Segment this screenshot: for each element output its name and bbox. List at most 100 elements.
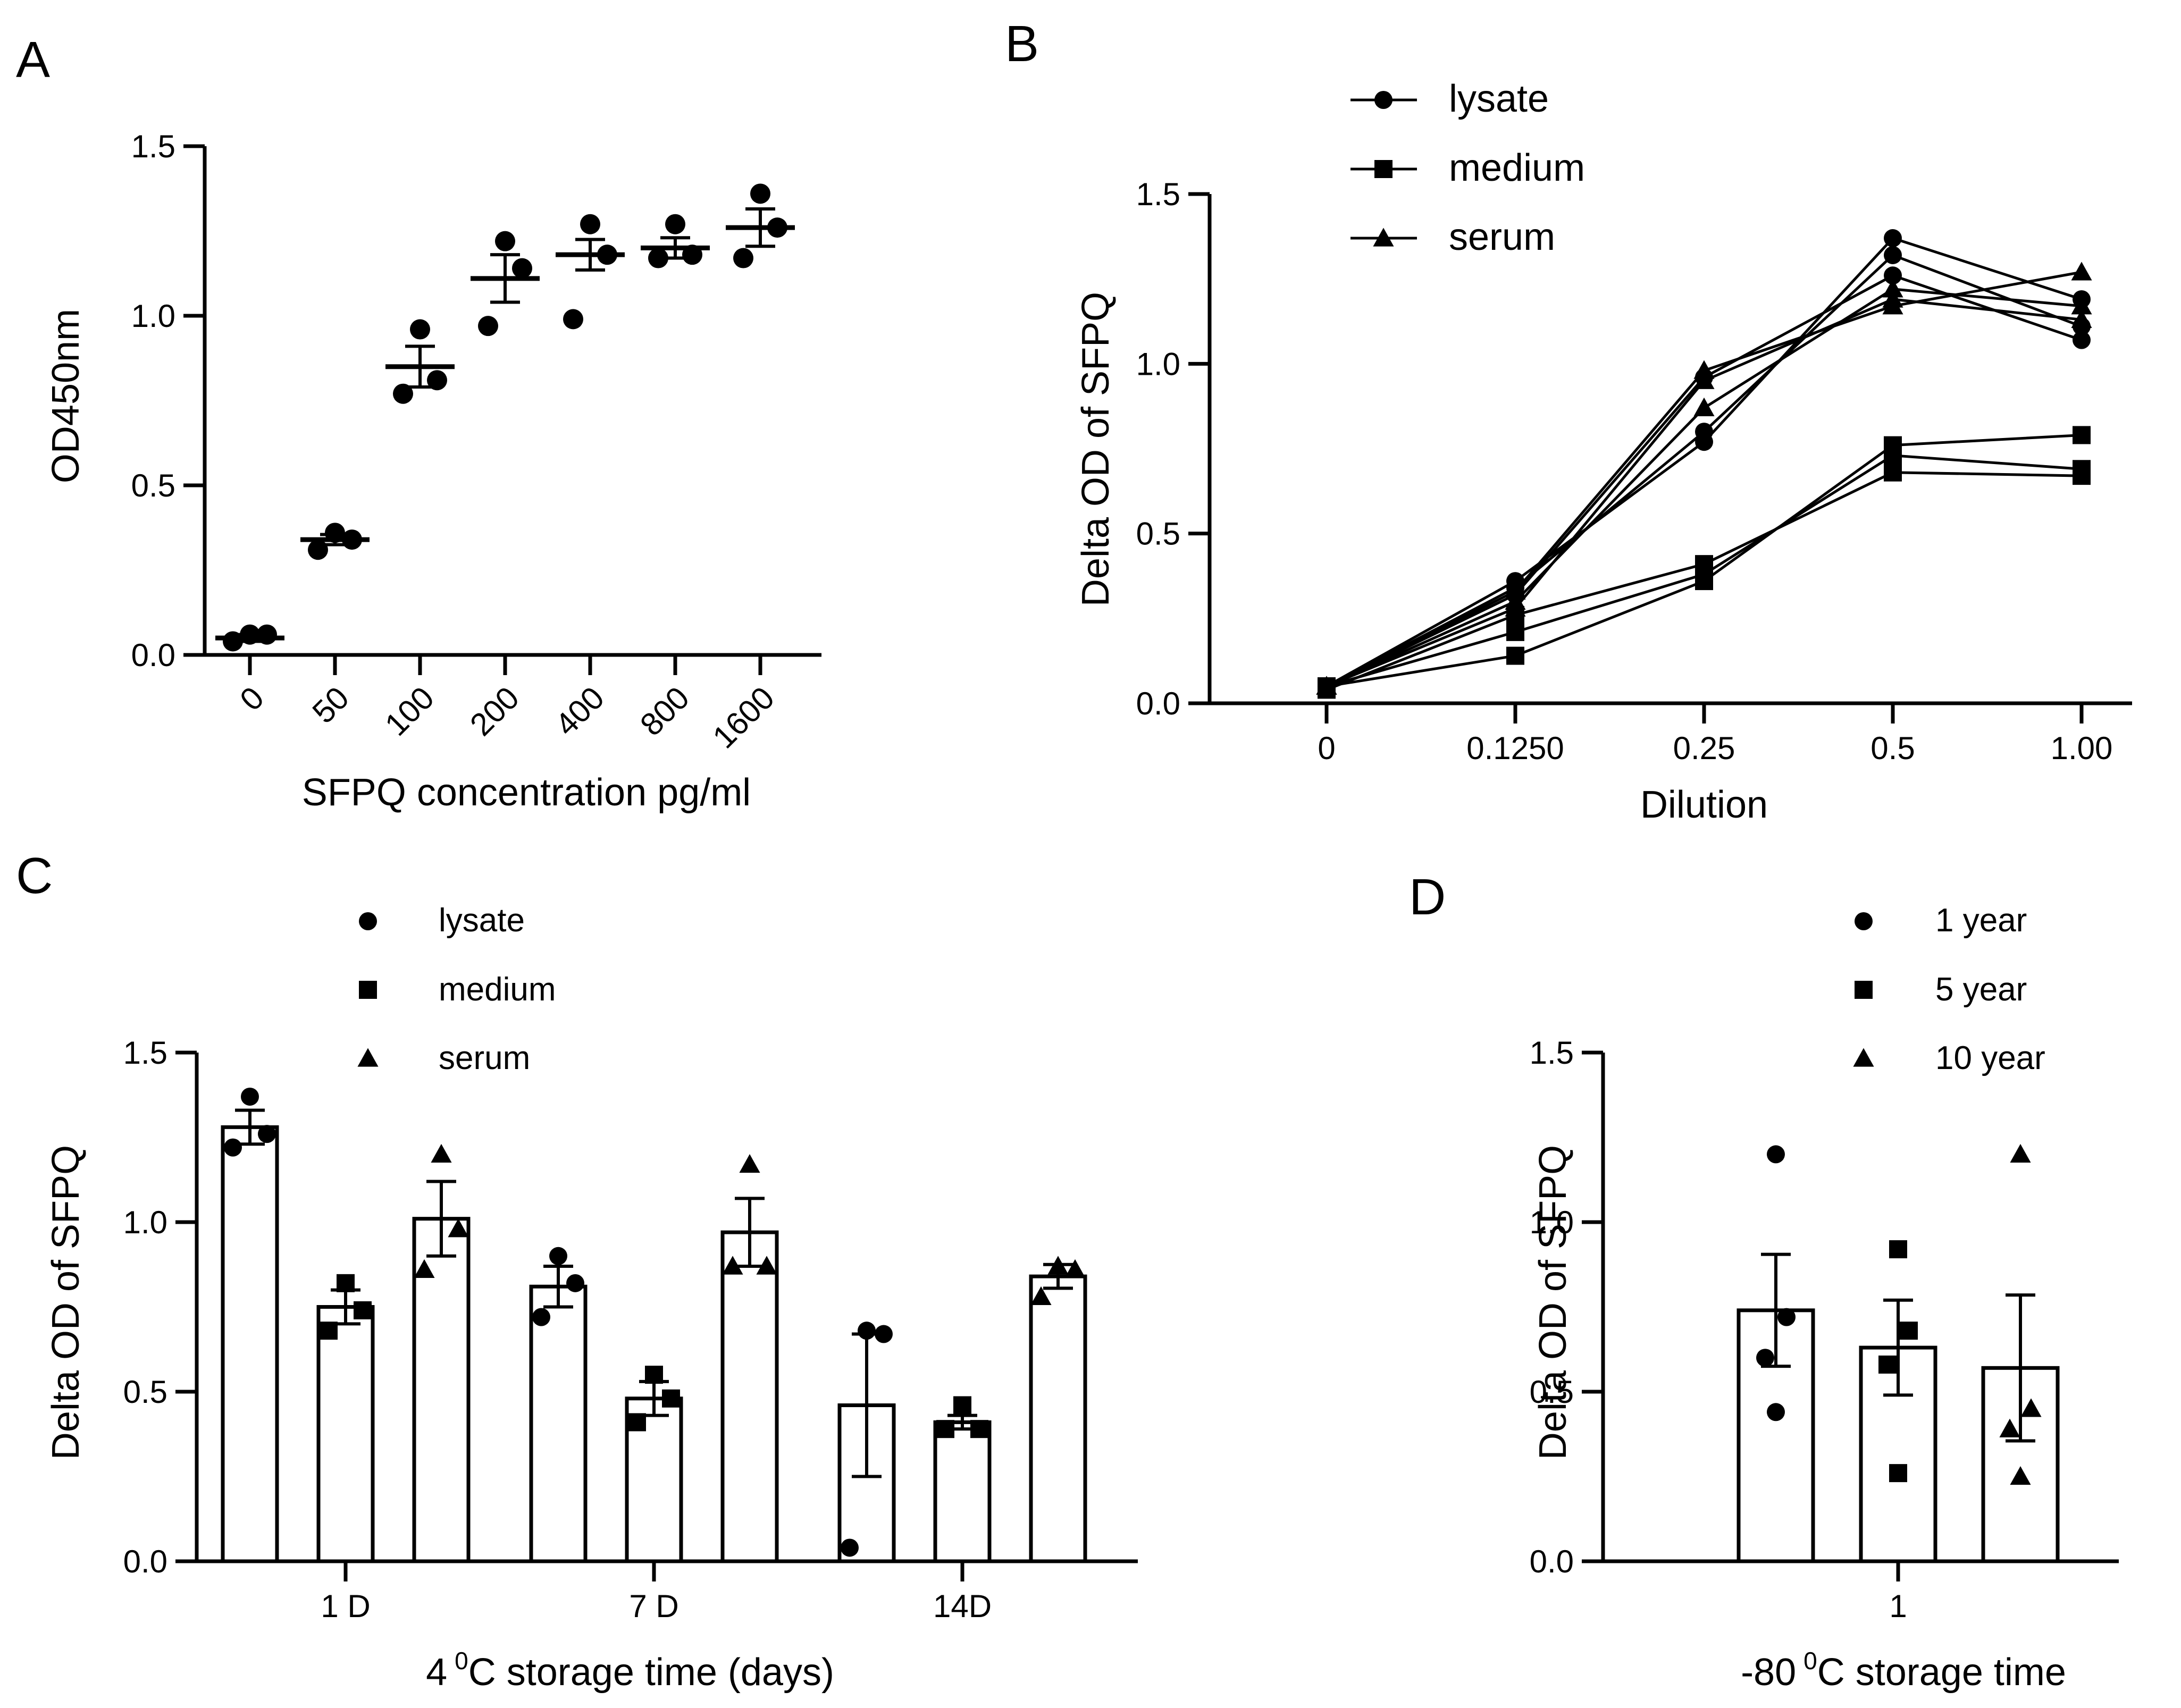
panel-d-ytick-label: 0.0 — [1530, 1544, 1574, 1579]
panel-a-ytick-label: 1.0 — [131, 298, 175, 334]
panel-c-point-lysate — [549, 1247, 567, 1265]
panel-c-point-lysate — [258, 1125, 276, 1143]
panel-c-point-serum — [448, 1218, 469, 1238]
panel-d-legend-marker-10-year — [1853, 1048, 1874, 1067]
panel-b-ytick-label: 0.5 — [1136, 516, 1180, 552]
panel-d-legend-label-1-year: 1 year — [1935, 902, 2027, 939]
panel-c-bar-lysate — [221, 1125, 279, 1563]
panel-c-point-medium — [662, 1389, 680, 1408]
panel-b-point-medium — [1506, 646, 1524, 665]
panel-d-point-5 year — [1878, 1355, 1897, 1374]
panel-b-point-serum — [1693, 397, 1715, 416]
panel-b-point-lysate — [1695, 423, 1713, 441]
panel-a-point — [478, 316, 498, 336]
panel-a-point — [495, 231, 515, 251]
panel-b-point-medium — [1506, 622, 1524, 641]
panel-d-xlabel-degree: 0 — [1803, 1647, 1817, 1675]
panel-b-legend-marker-medium — [1374, 160, 1393, 178]
panel-a-ytick-label: 1.5 — [131, 129, 175, 164]
panel-letter-b: B — [1005, 15, 1039, 72]
panel-letter-c: C — [16, 847, 53, 904]
panel-c-xtick-label: 14D — [933, 1588, 992, 1624]
panel-d-marks: 0.0 0.5 1.0 1.5 1 — [1530, 1035, 2119, 1624]
panel-b-point-medium — [1884, 446, 1902, 465]
panel-c-point-serum — [414, 1259, 435, 1278]
panel-d-point-1 year — [1777, 1308, 1796, 1326]
panel-a-point — [648, 248, 668, 268]
panel-d-xlabel-prefix: -80 — [1741, 1651, 1796, 1694]
panel-d-ylabel: Delta OD of SFPQ — [1532, 1145, 1574, 1460]
panel-c-point-lysate — [875, 1325, 893, 1343]
panel-c-point-medium — [320, 1322, 338, 1340]
panel-c-ylabel: Delta OD of SFPQ — [45, 1145, 87, 1460]
panel-c-marks: 0.0 0.5 1.0 1.5 1 D 7 D 14D — [123, 1035, 1138, 1624]
panel-b-point-lysate — [1884, 246, 1902, 264]
panel-a-ylabel: OD450nm — [45, 309, 87, 483]
panel-b-point-lysate — [1884, 229, 1902, 248]
panel-d-legend-marker-5-year — [1855, 981, 1873, 999]
panel-c-point-lysate — [532, 1308, 550, 1326]
panel-b-point-medium — [2073, 426, 2091, 444]
panel-c-point-lysate — [566, 1274, 584, 1292]
panel-d-point-1 year — [1767, 1403, 1785, 1421]
panel-c-ytick-label: 1.0 — [123, 1205, 167, 1240]
panel-d-legend-label-10-year: 10 year — [1935, 1040, 2045, 1076]
panel-b-point-serum — [1505, 598, 1526, 617]
panel-b-ylabel: Delta OD of SFPQ — [1075, 292, 1117, 607]
panel-c-point-medium — [354, 1301, 372, 1319]
panel-b-xtick-label: 1.00 — [2051, 730, 2113, 766]
panel-c-legend-marker-serum — [357, 1048, 379, 1067]
panel-d-point-5 year — [1900, 1322, 1918, 1340]
panel-d-xlabel: -80 0C storage time — [1741, 1647, 2066, 1694]
panel-b-xtick-label: 0.1250 — [1466, 730, 1564, 766]
panel-c-xtick-label: 1 D — [321, 1588, 370, 1624]
panel-a-xlabel: SFPQ concentration pg/ml — [302, 771, 751, 814]
panel-b-marks: 0.0 0.5 1.0 1.5 0 0.1250 0.25 0.5 1.00 — [1136, 176, 2132, 766]
panel-c-ytick-label: 1.5 — [123, 1035, 167, 1071]
panel-b-xtick-label: 0.5 — [1870, 730, 1915, 766]
panel-a-point — [308, 540, 328, 560]
panel-c-point-medium — [645, 1366, 663, 1384]
panel-b-ytick-label: 0.0 — [1136, 686, 1180, 721]
panel-b-legend-label-serum: serum — [1449, 216, 1555, 258]
panel-d-point-1 year — [1756, 1349, 1774, 1367]
panel-b-point-serum — [2071, 309, 2092, 328]
panel-c-ytick-label: 0.5 — [123, 1374, 167, 1410]
panel-b-xtick-label: 0.25 — [1673, 730, 1735, 766]
panel-c-point-lysate — [224, 1138, 242, 1157]
panel-c-point-serum — [431, 1143, 452, 1163]
panel-a-point — [410, 319, 430, 340]
panel-c-legend-label-serum: serum — [439, 1040, 530, 1076]
panel-d-point-10 year — [2020, 1398, 2042, 1417]
panel-d-ytick-label: 1.5 — [1530, 1035, 1574, 1071]
panel-a-point — [563, 309, 583, 330]
panel-c-xlabel-prefix: 4 — [426, 1651, 447, 1694]
panel-b-chart: 0.00.51.01.50 0.1250 0.25 0.5 1.00 Dilution … — [1075, 78, 2132, 826]
panel-c-legend-marker-lysate — [359, 912, 377, 930]
panel-c-legend-marker-medium — [359, 981, 377, 999]
panel-b-point-serum — [1316, 676, 1337, 695]
panel-c-point-medium — [936, 1420, 954, 1438]
panel-b-ytick-label: 1.5 — [1136, 176, 1180, 212]
panel-b-point-lysate — [2073, 331, 2091, 349]
panel-c-point-serum — [1064, 1259, 1086, 1278]
panel-c-ytick-label: 0.0 — [123, 1544, 167, 1579]
panel-d-ytick-label: 1.0 — [1530, 1205, 1574, 1240]
panel-letter-d: D — [1409, 869, 1446, 925]
panel-b-xtick-label: 0 — [1318, 730, 1335, 766]
panel-c-point-medium — [337, 1274, 355, 1292]
panel-letter-a: A — [16, 31, 50, 88]
panel-b-point-medium — [1695, 555, 1713, 574]
panel-b-legend: lysate medium serum — [1350, 78, 1585, 258]
panel-c-legend: lysate medium serum — [357, 902, 556, 1076]
panel-d-xtick-label: 1 — [1889, 1588, 1907, 1624]
panel-c-bar-lysate — [529, 1284, 588, 1563]
panel-b-point-serum — [1882, 289, 1903, 308]
panel-c-point-lysate — [841, 1538, 859, 1557]
panel-c-bar-medium — [933, 1420, 992, 1563]
panel-b-xlabel: Dilution — [1640, 784, 1768, 826]
panel-c-chart: 0.0 0.5 1.0 1.5 1 D 7 D 14D 4 0C storage time (… — [45, 902, 1138, 1694]
panel-c-legend-label-lysate: lysate — [439, 902, 525, 939]
panel-b-point-medium — [2073, 467, 2091, 485]
